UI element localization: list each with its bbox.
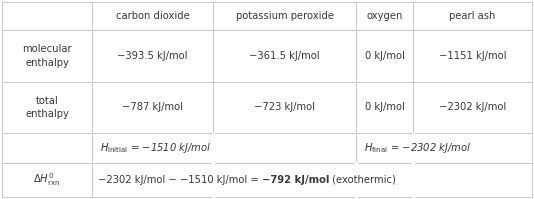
- Text: −393.5 kJ/mol: −393.5 kJ/mol: [117, 51, 188, 61]
- Text: −723 kJ/mol: −723 kJ/mol: [254, 102, 315, 112]
- Text: $\Delta H^0_\mathrm{rxn}$: $\Delta H^0_\mathrm{rxn}$: [33, 172, 61, 188]
- Text: −787 kJ/mol: −787 kJ/mol: [122, 102, 183, 112]
- Text: molecular
enthalpy: molecular enthalpy: [22, 44, 72, 68]
- Text: −2302 kJ/mol: −2302 kJ/mol: [439, 102, 506, 112]
- Text: $H_\mathrm{final}$ = −2302 kJ/mol: $H_\mathrm{final}$ = −2302 kJ/mol: [364, 141, 472, 155]
- Text: −1151 kJ/mol: −1151 kJ/mol: [439, 51, 506, 61]
- Text: carbon dioxide: carbon dioxide: [116, 11, 190, 21]
- Text: potassium peroxide: potassium peroxide: [235, 11, 334, 21]
- Text: (exothermic): (exothermic): [329, 175, 396, 185]
- Text: total
enthalpy: total enthalpy: [25, 96, 69, 119]
- Text: 0 kJ/mol: 0 kJ/mol: [365, 102, 404, 112]
- Text: pearl ash: pearl ash: [449, 11, 496, 21]
- Text: −2302 kJ/mol − −1510 kJ/mol =: −2302 kJ/mol − −1510 kJ/mol =: [98, 175, 262, 185]
- Text: −361.5 kJ/mol: −361.5 kJ/mol: [249, 51, 320, 61]
- Text: $H_\mathrm{initial}$ = −1510 kJ/mol: $H_\mathrm{initial}$ = −1510 kJ/mol: [100, 141, 211, 155]
- Text: oxygen: oxygen: [366, 11, 403, 21]
- Text: −792 kJ/mol: −792 kJ/mol: [262, 175, 329, 185]
- Text: 0 kJ/mol: 0 kJ/mol: [365, 51, 404, 61]
